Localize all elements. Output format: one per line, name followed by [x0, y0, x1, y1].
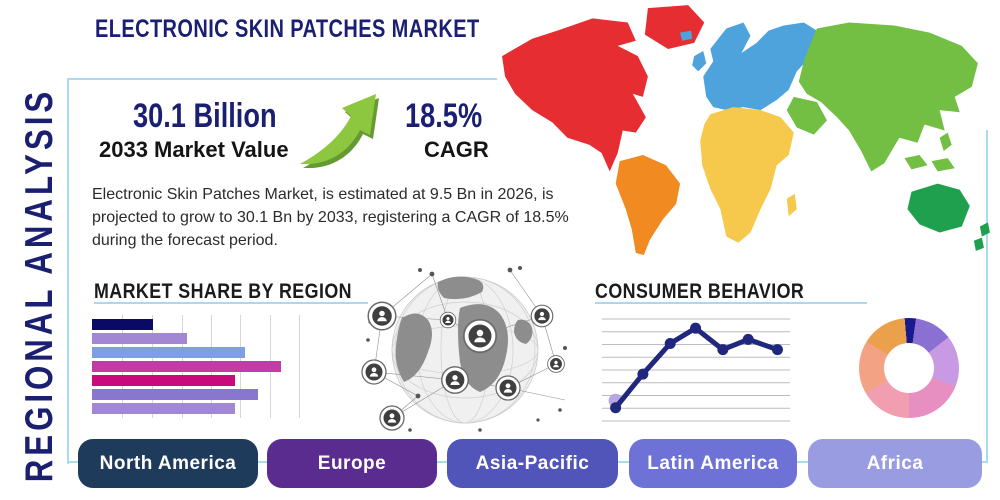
page-title: ELECTRONIC SKIN PATCHES MARKET [95, 15, 480, 43]
map-iceland [680, 30, 693, 41]
line-data-point [690, 322, 702, 334]
market-value: 30.1 Billion [133, 97, 277, 135]
map-south-america [615, 155, 681, 255]
bar [92, 347, 246, 358]
map-north-america [502, 18, 648, 172]
line-data-point [610, 402, 622, 414]
donut-chart-hole [884, 343, 934, 393]
line-data-point [664, 337, 676, 349]
cagr-value: 18.5% [405, 97, 483, 135]
market-description: Electronic Skin Patches Market, is estim… [92, 186, 569, 249]
bar-chart-gridline [299, 315, 301, 418]
region-button-asia-pacific[interactable]: Asia-Pacific [447, 439, 618, 488]
globe-network-graphic [361, 266, 567, 432]
growth-arrow-icon [300, 94, 379, 168]
bar [92, 333, 187, 344]
map-uk [692, 51, 707, 72]
map-madagascar [786, 193, 797, 217]
bar [92, 389, 258, 400]
line-data-point [771, 344, 783, 356]
bar-chart-title: MARKET SHARE BY REGION [94, 280, 352, 303]
panel-border-right [986, 130, 988, 463]
line-data-point [717, 344, 729, 356]
donut-chart [859, 318, 959, 418]
map-australia [907, 183, 970, 233]
line-data-point [742, 333, 754, 345]
region-button-north-america[interactable]: North America [78, 439, 258, 488]
bar-chart-title-underline [94, 302, 368, 304]
line-chart-title: CONSUMER BEHAVIOR [595, 280, 805, 303]
region-button-latin-america[interactable]: Latin America [629, 439, 797, 488]
region-button-europe[interactable]: Europe [267, 439, 437, 488]
line-chart [602, 318, 790, 422]
bar [92, 361, 281, 372]
cagr-label: CAGR [424, 137, 489, 162]
world-map [502, 5, 990, 255]
region-button-africa[interactable]: Africa [808, 439, 982, 488]
map-greenland [644, 5, 705, 49]
side-label: REGIONAL ANALYSIS [18, 87, 61, 483]
line-chart-series [608, 322, 783, 414]
map-africa [700, 107, 794, 243]
bar [92, 375, 235, 386]
bar-chart [92, 315, 302, 418]
map-japan [951, 53, 968, 74]
map-indonesia [904, 155, 955, 172]
map-middle-east [786, 96, 827, 135]
line-chart-title-underline [595, 302, 867, 304]
market-value-label: 2033 Market Value [99, 137, 289, 162]
map-philippines [939, 132, 952, 151]
line-chart-grid [602, 318, 790, 422]
bar [92, 403, 235, 414]
bar [92, 319, 153, 330]
line-data-point [637, 368, 649, 380]
map-new-zealand [973, 222, 990, 251]
map-europe [703, 22, 817, 111]
map-asia [798, 22, 978, 172]
panel-border-top [67, 78, 497, 80]
panel-border-left [67, 78, 69, 464]
